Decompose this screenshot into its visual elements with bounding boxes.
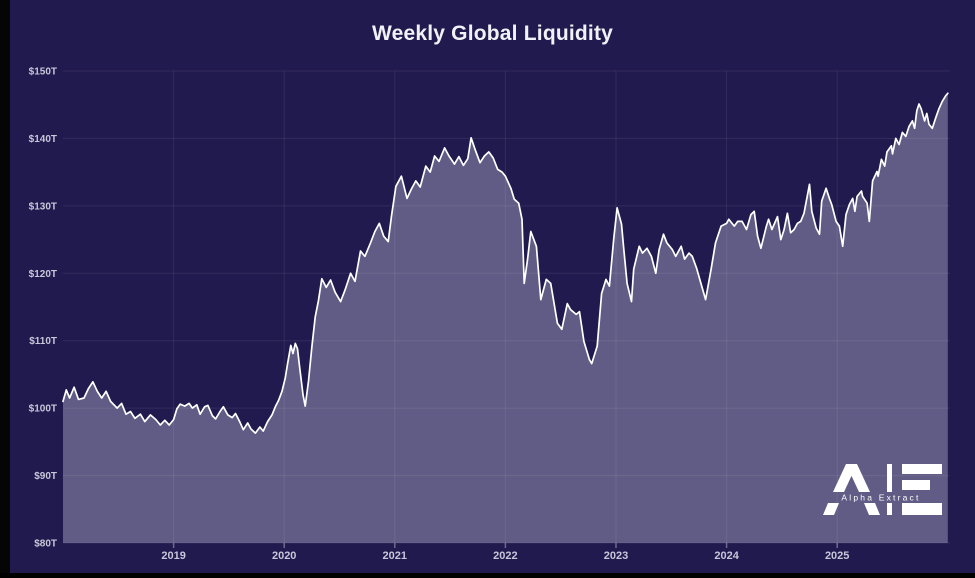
- y-axis-labels: $80T $90T $100T $110T $120T $130T $140T $150T: [29, 67, 57, 550]
- window-edge-strip: [0, 0, 10, 573]
- y-tick-label-120: $120T: [29, 269, 57, 280]
- x-tick-label-2023: 2023: [604, 550, 628, 562]
- x-tick-label-2021: 2021: [383, 550, 407, 562]
- liquidity-line: [62, 92, 949, 434]
- x-axis-tickmarks: [172, 543, 838, 548]
- logo-divider-bar: [887, 464, 892, 515]
- chart-plot-area: $80T $90T $100T $110T $120T $130T $140T $150T 2…: [29, 67, 950, 562]
- alpha-extract-logo: Alpha Extract: [823, 464, 942, 515]
- gridlines: [63, 70, 950, 544]
- y-tick-label-100: $100T: [29, 404, 57, 415]
- x-tick-label-2025: 2025: [825, 550, 849, 562]
- y-tick-label-90: $90T: [34, 471, 57, 482]
- chart-title: Weekly Global Liquidity: [371, 22, 614, 45]
- x-tick-label-2022: 2022: [493, 550, 517, 562]
- liquidity-chart: Weekly Global Liquidity $80T $90T $100T $11…: [10, 0, 975, 573]
- liquidity-area-fill: [63, 93, 948, 544]
- y-tick-label-150: $150T: [29, 67, 57, 78]
- x-tick-label-2019: 2019: [161, 550, 185, 562]
- x-axis-labels: 2019 2020 2021 2022 2023 2024 2025: [161, 550, 849, 562]
- x-tick-label-2024: 2024: [714, 550, 739, 562]
- y-tick-label-130: $130T: [29, 201, 57, 212]
- y-tick-label-140: $140T: [29, 134, 57, 145]
- logo-letter-A: [823, 464, 880, 515]
- logo-wordmark: Alpha Extract: [841, 493, 920, 503]
- y-tick-label-80: $80T: [34, 539, 57, 550]
- logo-letter-E: [902, 464, 942, 515]
- y-tick-label-110: $110T: [29, 336, 57, 347]
- x-tick-label-2020: 2020: [272, 550, 296, 562]
